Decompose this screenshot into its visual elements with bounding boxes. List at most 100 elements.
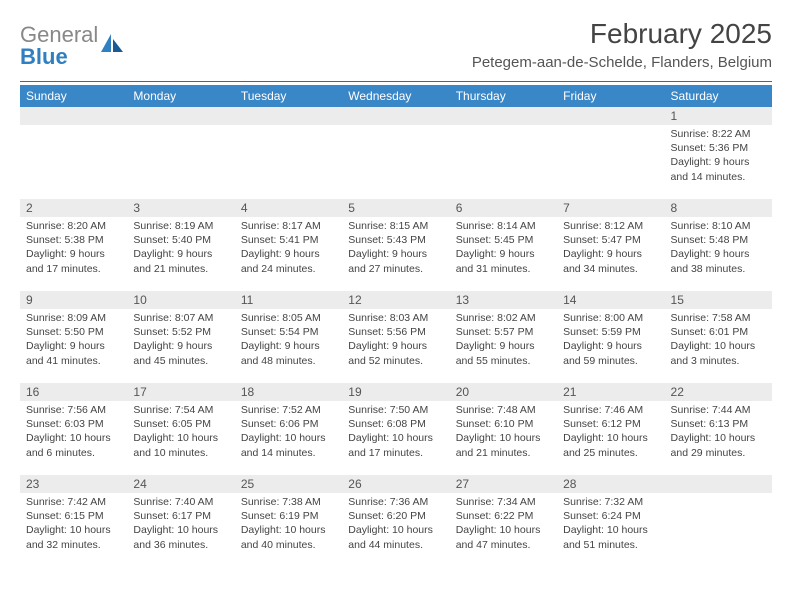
calendar-day-cell [665, 475, 772, 567]
day-number: 17 [127, 383, 234, 401]
day-number: 4 [235, 199, 342, 217]
calendar-day-cell: 26Sunrise: 7:36 AMSunset: 6:20 PMDayligh… [342, 475, 449, 567]
day-number: 15 [665, 291, 772, 309]
day-number [450, 107, 557, 125]
day-details [450, 125, 557, 131]
day-details: Sunrise: 8:03 AMSunset: 5:56 PMDaylight:… [342, 309, 449, 372]
calendar-day-cell: 3Sunrise: 8:19 AMSunset: 5:40 PMDaylight… [127, 199, 234, 291]
day-number [665, 475, 772, 493]
calendar-day-cell: 4Sunrise: 8:17 AMSunset: 5:41 PMDaylight… [235, 199, 342, 291]
calendar-day-cell: 1Sunrise: 8:22 AMSunset: 5:36 PMDaylight… [665, 107, 772, 199]
divider [20, 81, 772, 82]
day-details [235, 125, 342, 131]
calendar-day-cell [557, 107, 664, 199]
calendar-day-cell: 15Sunrise: 7:58 AMSunset: 6:01 PMDayligh… [665, 291, 772, 383]
day-details: Sunrise: 8:05 AMSunset: 5:54 PMDaylight:… [235, 309, 342, 372]
calendar-week-row: 9Sunrise: 8:09 AMSunset: 5:50 PMDaylight… [20, 291, 772, 383]
day-number: 16 [20, 383, 127, 401]
day-details: Sunrise: 7:48 AMSunset: 6:10 PMDaylight:… [450, 401, 557, 464]
calendar-week-row: 2Sunrise: 8:20 AMSunset: 5:38 PMDaylight… [20, 199, 772, 291]
day-number: 10 [127, 291, 234, 309]
day-number [127, 107, 234, 125]
day-number: 18 [235, 383, 342, 401]
calendar-day-cell [235, 107, 342, 199]
day-details: Sunrise: 7:54 AMSunset: 6:05 PMDaylight:… [127, 401, 234, 464]
header: General Blue February 2025 Petegem-aan-d… [20, 18, 772, 73]
calendar-day-cell: 21Sunrise: 7:46 AMSunset: 6:12 PMDayligh… [557, 383, 664, 475]
day-details: Sunrise: 8:17 AMSunset: 5:41 PMDaylight:… [235, 217, 342, 280]
day-number: 9 [20, 291, 127, 309]
calendar-day-cell: 18Sunrise: 7:52 AMSunset: 6:06 PMDayligh… [235, 383, 342, 475]
day-details: Sunrise: 8:07 AMSunset: 5:52 PMDaylight:… [127, 309, 234, 372]
calendar-week-row: 23Sunrise: 7:42 AMSunset: 6:15 PMDayligh… [20, 475, 772, 567]
day-details: Sunrise: 8:10 AMSunset: 5:48 PMDaylight:… [665, 217, 772, 280]
day-details: Sunrise: 7:42 AMSunset: 6:15 PMDaylight:… [20, 493, 127, 556]
day-number: 25 [235, 475, 342, 493]
day-details: Sunrise: 8:00 AMSunset: 5:59 PMDaylight:… [557, 309, 664, 372]
logo-sail-icon [101, 34, 125, 52]
day-details: Sunrise: 8:14 AMSunset: 5:45 PMDaylight:… [450, 217, 557, 280]
weekday-header: Wednesday [342, 85, 449, 107]
calendar-day-cell: 16Sunrise: 7:56 AMSunset: 6:03 PMDayligh… [20, 383, 127, 475]
day-number [235, 107, 342, 125]
calendar-day-cell: 6Sunrise: 8:14 AMSunset: 5:45 PMDaylight… [450, 199, 557, 291]
day-number [342, 107, 449, 125]
calendar-day-cell: 2Sunrise: 8:20 AMSunset: 5:38 PMDaylight… [20, 199, 127, 291]
calendar-day-cell: 11Sunrise: 8:05 AMSunset: 5:54 PMDayligh… [235, 291, 342, 383]
day-number: 13 [450, 291, 557, 309]
calendar-day-cell: 14Sunrise: 8:00 AMSunset: 5:59 PMDayligh… [557, 291, 664, 383]
calendar-week-row: 16Sunrise: 7:56 AMSunset: 6:03 PMDayligh… [20, 383, 772, 475]
day-number: 19 [342, 383, 449, 401]
calendar-day-cell: 22Sunrise: 7:44 AMSunset: 6:13 PMDayligh… [665, 383, 772, 475]
day-number: 26 [342, 475, 449, 493]
day-number: 28 [557, 475, 664, 493]
day-number: 5 [342, 199, 449, 217]
calendar-day-cell: 19Sunrise: 7:50 AMSunset: 6:08 PMDayligh… [342, 383, 449, 475]
location-text: Petegem-aan-de-Schelde, Flanders, Belgiu… [472, 54, 772, 71]
calendar-day-cell: 27Sunrise: 7:34 AMSunset: 6:22 PMDayligh… [450, 475, 557, 567]
day-number: 20 [450, 383, 557, 401]
day-details: Sunrise: 7:52 AMSunset: 6:06 PMDaylight:… [235, 401, 342, 464]
day-number: 23 [20, 475, 127, 493]
calendar-day-cell: 10Sunrise: 8:07 AMSunset: 5:52 PMDayligh… [127, 291, 234, 383]
calendar-day-cell: 7Sunrise: 8:12 AMSunset: 5:47 PMDaylight… [557, 199, 664, 291]
day-details: Sunrise: 7:50 AMSunset: 6:08 PMDaylight:… [342, 401, 449, 464]
weekday-header: Thursday [450, 85, 557, 107]
calendar-day-cell: 28Sunrise: 7:32 AMSunset: 6:24 PMDayligh… [557, 475, 664, 567]
day-number: 21 [557, 383, 664, 401]
day-details: Sunrise: 8:20 AMSunset: 5:38 PMDaylight:… [20, 217, 127, 280]
day-details: Sunrise: 7:38 AMSunset: 6:19 PMDaylight:… [235, 493, 342, 556]
day-number: 22 [665, 383, 772, 401]
day-details [665, 493, 772, 499]
day-details: Sunrise: 8:22 AMSunset: 5:36 PMDaylight:… [665, 125, 772, 188]
day-details: Sunrise: 8:02 AMSunset: 5:57 PMDaylight:… [450, 309, 557, 372]
weekday-header: Saturday [665, 85, 772, 107]
weekday-header: Monday [127, 85, 234, 107]
calendar-day-cell: 13Sunrise: 8:02 AMSunset: 5:57 PMDayligh… [450, 291, 557, 383]
calendar-day-cell: 24Sunrise: 7:40 AMSunset: 6:17 PMDayligh… [127, 475, 234, 567]
day-number: 8 [665, 199, 772, 217]
day-details: Sunrise: 7:46 AMSunset: 6:12 PMDaylight:… [557, 401, 664, 464]
day-number: 14 [557, 291, 664, 309]
day-details: Sunrise: 7:34 AMSunset: 6:22 PMDaylight:… [450, 493, 557, 556]
day-number: 1 [665, 107, 772, 125]
calendar-day-cell: 5Sunrise: 8:15 AMSunset: 5:43 PMDaylight… [342, 199, 449, 291]
day-details: Sunrise: 7:56 AMSunset: 6:03 PMDaylight:… [20, 401, 127, 464]
weekday-header: Friday [557, 85, 664, 107]
calendar-day-cell [450, 107, 557, 199]
day-details: Sunrise: 7:40 AMSunset: 6:17 PMDaylight:… [127, 493, 234, 556]
day-details: Sunrise: 8:09 AMSunset: 5:50 PMDaylight:… [20, 309, 127, 372]
logo-text-blue: Blue [20, 44, 68, 69]
calendar-day-cell: 17Sunrise: 7:54 AMSunset: 6:05 PMDayligh… [127, 383, 234, 475]
calendar-day-cell: 23Sunrise: 7:42 AMSunset: 6:15 PMDayligh… [20, 475, 127, 567]
calendar-day-cell [127, 107, 234, 199]
day-number [20, 107, 127, 125]
calendar-day-cell: 20Sunrise: 7:48 AMSunset: 6:10 PMDayligh… [450, 383, 557, 475]
day-details: Sunrise: 7:36 AMSunset: 6:20 PMDaylight:… [342, 493, 449, 556]
day-number: 6 [450, 199, 557, 217]
day-details: Sunrise: 7:32 AMSunset: 6:24 PMDaylight:… [557, 493, 664, 556]
day-details: Sunrise: 7:44 AMSunset: 6:13 PMDaylight:… [665, 401, 772, 464]
day-details [557, 125, 664, 131]
day-number: 24 [127, 475, 234, 493]
calendar-day-cell [342, 107, 449, 199]
